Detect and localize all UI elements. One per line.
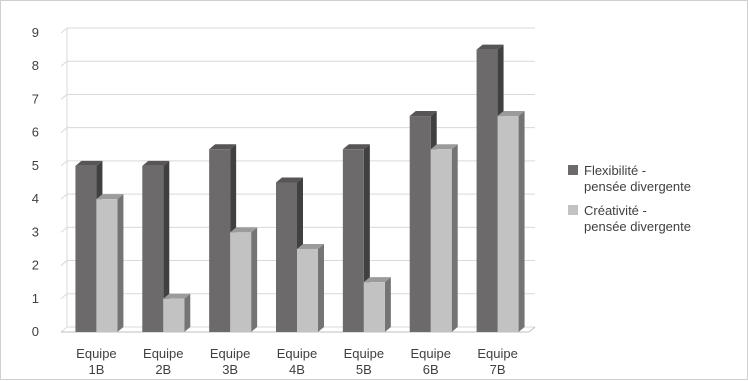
bar-top bbox=[297, 243, 324, 249]
bar bbox=[96, 199, 118, 332]
bar-series-2 bbox=[230, 227, 258, 332]
y-tick-label: 4 bbox=[32, 191, 39, 206]
bar-top bbox=[209, 144, 237, 150]
bar-top bbox=[230, 227, 258, 233]
y-tick-label: 1 bbox=[32, 291, 39, 306]
gridline-depth bbox=[60, 60, 68, 67]
floor-edge bbox=[528, 326, 536, 333]
bar-side bbox=[318, 243, 324, 332]
bar-side bbox=[251, 227, 258, 332]
bar bbox=[209, 149, 231, 332]
bar-side bbox=[451, 144, 458, 332]
bar bbox=[342, 149, 364, 332]
x-tick-label: Equipe 7B bbox=[477, 346, 517, 377]
bar bbox=[476, 49, 498, 332]
bar bbox=[163, 298, 185, 332]
y-axis: 0 1 2 3 4 5 6 7 8 9 bbox=[32, 25, 39, 339]
y-tick-label: 9 bbox=[32, 25, 39, 40]
gridline-depth bbox=[60, 94, 68, 100]
gridline-depth bbox=[60, 226, 68, 233]
gridline-depth bbox=[60, 160, 68, 167]
gridline-depth bbox=[60, 260, 68, 266]
bar bbox=[409, 116, 431, 332]
bar-top bbox=[142, 160, 170, 166]
bar-side bbox=[184, 293, 191, 332]
bar-top bbox=[96, 194, 124, 200]
x-axis-labels: Equipe 1B Equipe 2B Equipe 3B Equipe 4B Equipe 5B… bbox=[76, 346, 518, 377]
y-tick-label: 5 bbox=[32, 158, 39, 173]
bar bbox=[230, 232, 252, 332]
y-tick-label: 0 bbox=[32, 324, 39, 339]
bar-side bbox=[384, 277, 391, 332]
x-tick-label: Equipe 3B bbox=[210, 346, 250, 377]
legend-label: Créativité -pensée divergente bbox=[584, 203, 691, 234]
bar bbox=[297, 248, 318, 332]
bar-series-2 bbox=[363, 277, 391, 332]
bar-series-2 bbox=[497, 111, 525, 332]
legend-label: Flexibilité -pensée divergente bbox=[584, 163, 691, 194]
bar-series-2 bbox=[163, 293, 191, 332]
bar-top bbox=[430, 144, 458, 150]
gridline-depth bbox=[60, 193, 68, 200]
bar-top bbox=[276, 177, 303, 183]
bar-side bbox=[518, 111, 525, 332]
bar-top bbox=[342, 144, 370, 150]
bar-top bbox=[163, 293, 191, 299]
bar-top bbox=[75, 160, 103, 166]
y-tick-label: 2 bbox=[32, 258, 39, 273]
bar-side bbox=[117, 194, 124, 332]
bar-series-2 bbox=[297, 243, 324, 332]
bar-side bbox=[163, 160, 170, 332]
bar bbox=[75, 165, 97, 332]
y-tick-label: 3 bbox=[32, 224, 39, 239]
gridline-depth bbox=[60, 326, 68, 333]
bar bbox=[363, 282, 385, 332]
x-tick-label: Equipe 1B bbox=[76, 346, 116, 377]
y-tick-label: 7 bbox=[32, 91, 39, 106]
x-tick-label: Equipe 5B bbox=[344, 346, 384, 377]
y-tick-label: 6 bbox=[32, 125, 39, 140]
gridline-depth bbox=[60, 127, 68, 134]
legend-swatch bbox=[568, 165, 578, 175]
y-tick-label: 8 bbox=[32, 58, 39, 73]
bar-top bbox=[497, 111, 525, 117]
bar bbox=[276, 182, 297, 332]
bar bbox=[430, 149, 452, 332]
bar-top bbox=[409, 111, 437, 117]
bars bbox=[75, 44, 525, 332]
legend: Flexibilité -pensée divergente Créativité… bbox=[568, 163, 691, 234]
legend-swatch bbox=[568, 205, 578, 215]
bar-series-2 bbox=[96, 194, 124, 332]
x-tick-label: Equipe 4B bbox=[277, 346, 317, 377]
x-tick-label: Equipe 2B bbox=[143, 346, 183, 377]
bar bbox=[497, 116, 519, 332]
gridline-depth bbox=[60, 27, 68, 34]
bar-top bbox=[363, 277, 391, 283]
x-tick-label: Equipe 6B bbox=[410, 346, 450, 377]
bar-series-2 bbox=[430, 144, 458, 332]
bar bbox=[142, 165, 164, 332]
bar-top bbox=[476, 44, 504, 50]
gridline-depth bbox=[60, 293, 68, 300]
bar-series-1 bbox=[142, 160, 170, 332]
